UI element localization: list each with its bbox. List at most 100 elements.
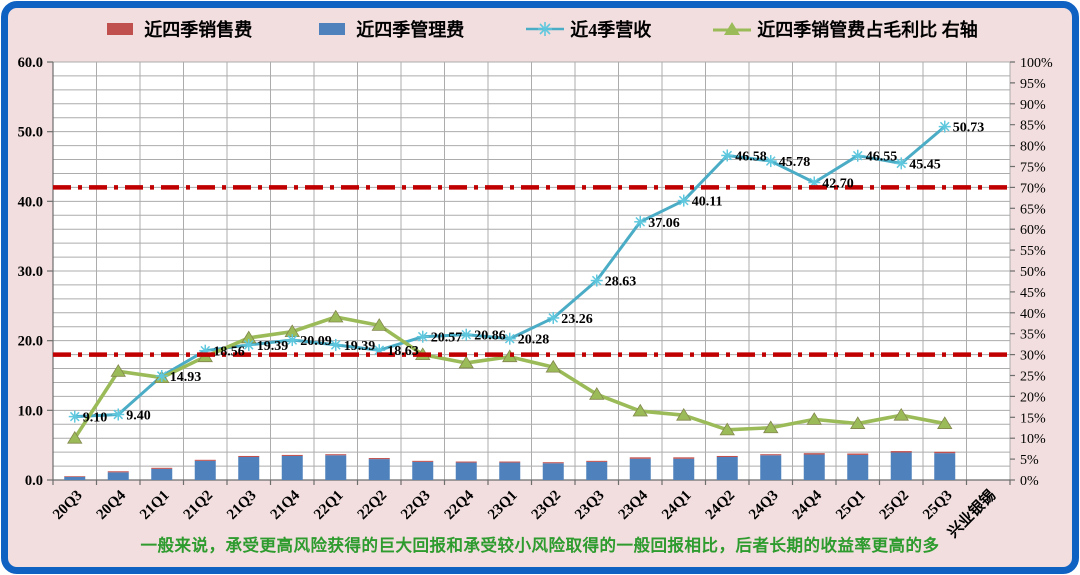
admin-expense-bar bbox=[281, 455, 303, 480]
sales-expense-bar bbox=[368, 458, 390, 460]
sales-expense-bar bbox=[455, 461, 477, 463]
admin-expense-bar bbox=[673, 458, 695, 480]
data-label: 20.86 bbox=[474, 329, 506, 344]
asterisk-marker bbox=[68, 410, 81, 423]
triangle-marker bbox=[676, 407, 692, 421]
data-label: 9.10 bbox=[83, 411, 108, 426]
line-triangle-swatch-icon bbox=[713, 22, 752, 35]
asterisk-marker bbox=[503, 332, 516, 345]
svg-text:22Q4: 22Q4 bbox=[442, 487, 478, 523]
svg-text:21Q3: 21Q3 bbox=[224, 488, 259, 523]
svg-text:10%: 10% bbox=[1020, 432, 1046, 447]
svg-text:55%: 55% bbox=[1020, 244, 1046, 259]
triangle-marker bbox=[632, 403, 648, 417]
svg-text:40%: 40% bbox=[1020, 307, 1046, 322]
data-label: 20.09 bbox=[300, 334, 332, 349]
ratio-line bbox=[67, 309, 953, 444]
sales-expense-bar bbox=[542, 462, 564, 464]
asterisk-marker bbox=[286, 334, 299, 347]
svg-text:100%: 100% bbox=[1020, 56, 1053, 71]
asterisk-marker bbox=[590, 274, 603, 287]
admin-expense-bar bbox=[325, 455, 347, 480]
svg-text:25%: 25% bbox=[1020, 370, 1046, 385]
data-label: 50.73 bbox=[953, 121, 985, 136]
sales-expense-bar bbox=[281, 454, 303, 456]
asterisk-marker bbox=[242, 338, 255, 351]
admin-expense-bar bbox=[64, 476, 86, 480]
triangle-marker bbox=[371, 318, 387, 331]
sales-expense-bar bbox=[629, 457, 651, 459]
sales-expense-bar bbox=[325, 454, 347, 456]
svg-text:35%: 35% bbox=[1020, 328, 1046, 343]
svg-text:60%: 60% bbox=[1020, 223, 1046, 238]
legend-label: 近四季销售费 bbox=[144, 20, 253, 40]
admin-expense-bar bbox=[803, 454, 825, 480]
svg-text:24Q2: 24Q2 bbox=[703, 488, 738, 523]
sales-expense-bar bbox=[934, 451, 956, 454]
svg-text:80%: 80% bbox=[1020, 140, 1046, 155]
svg-text:25Q1: 25Q1 bbox=[833, 488, 868, 523]
sales-expense-bar bbox=[716, 455, 738, 458]
svg-text:15%: 15% bbox=[1020, 411, 1046, 426]
admin-expense-bar bbox=[847, 454, 869, 480]
data-label: 46.55 bbox=[866, 150, 898, 165]
line-asterisk-swatch-icon bbox=[526, 22, 565, 36]
asterisk-marker bbox=[329, 338, 342, 351]
admin-expense-bar bbox=[194, 460, 216, 480]
triangle-marker bbox=[328, 309, 344, 323]
data-label: 45.45 bbox=[909, 157, 941, 172]
data-label: 45.78 bbox=[779, 155, 811, 170]
sales-expense-bar bbox=[890, 451, 912, 453]
legend-item-revenue: 近4季营收 bbox=[526, 16, 651, 42]
sales-expense-bar bbox=[151, 467, 173, 469]
left-axis-labels: 0.0 10.0 20.0 30.0 40.0 50.0 60.0 bbox=[18, 55, 43, 489]
data-label: 40.11 bbox=[692, 195, 723, 210]
svg-text:65%: 65% bbox=[1020, 202, 1046, 217]
right-axis-labels: 0% 5% 10% 15% 20% 25% 30% 35% 40% 45% 50% 55% 60% 65%… bbox=[1020, 56, 1053, 489]
asterisk-marker bbox=[764, 155, 777, 168]
svg-text:23Q1: 23Q1 bbox=[485, 488, 520, 523]
svg-text:45%: 45% bbox=[1020, 286, 1046, 301]
data-label: 23.26 bbox=[561, 312, 593, 327]
admin-expense-bar bbox=[412, 461, 434, 480]
svg-text:95%: 95% bbox=[1020, 77, 1046, 92]
triangle-marker bbox=[719, 422, 735, 436]
sales-expense-bar bbox=[673, 457, 695, 459]
legend-item-admin-expense: 近四季管理费 bbox=[314, 16, 464, 42]
admin-expense-bar bbox=[238, 457, 260, 480]
sales-expense-bar bbox=[412, 460, 434, 462]
asterisk-marker bbox=[721, 149, 734, 162]
data-label: 37.06 bbox=[648, 216, 680, 231]
admin-expense-bar bbox=[499, 462, 521, 480]
legend-item-sales-expense: 近四季销售费 bbox=[102, 16, 252, 42]
svg-text:30.0: 30.0 bbox=[18, 264, 43, 280]
svg-text:23Q4: 23Q4 bbox=[616, 487, 652, 523]
legend-label: 近4季营收 bbox=[570, 20, 652, 40]
triangle-marker bbox=[937, 416, 953, 429]
svg-text:25Q3: 25Q3 bbox=[920, 488, 955, 523]
svg-text:22Q1: 22Q1 bbox=[311, 488, 346, 523]
admin-expense-bar bbox=[368, 459, 390, 480]
svg-text:24Q4: 24Q4 bbox=[790, 487, 826, 523]
admin-expense-bar bbox=[542, 463, 564, 480]
sales-expense-bar bbox=[107, 471, 129, 473]
svg-text:20Q4: 20Q4 bbox=[94, 487, 130, 523]
data-label: 9.40 bbox=[126, 409, 151, 424]
svg-text:20.0: 20.0 bbox=[18, 334, 43, 350]
reference-lines bbox=[53, 185, 1010, 357]
svg-text:30%: 30% bbox=[1020, 349, 1046, 364]
triangle-marker bbox=[893, 407, 909, 421]
sales-expense-bar bbox=[847, 453, 869, 455]
data-label: 19.39 bbox=[257, 339, 289, 354]
svg-text:21Q4: 21Q4 bbox=[268, 487, 304, 523]
triangle-marker bbox=[806, 412, 822, 425]
svg-text:60.0: 60.0 bbox=[18, 55, 43, 71]
admin-expense-bar bbox=[629, 458, 651, 480]
sales-expense-bar bbox=[499, 461, 521, 463]
svg-text:23Q3: 23Q3 bbox=[572, 488, 607, 523]
svg-text:22Q3: 22Q3 bbox=[398, 488, 433, 523]
admin-expense-bar bbox=[890, 452, 912, 480]
svg-text:0%: 0% bbox=[1020, 474, 1039, 489]
sales-expense-bar bbox=[586, 460, 608, 462]
legend-label: 近四季管理费 bbox=[356, 20, 465, 40]
